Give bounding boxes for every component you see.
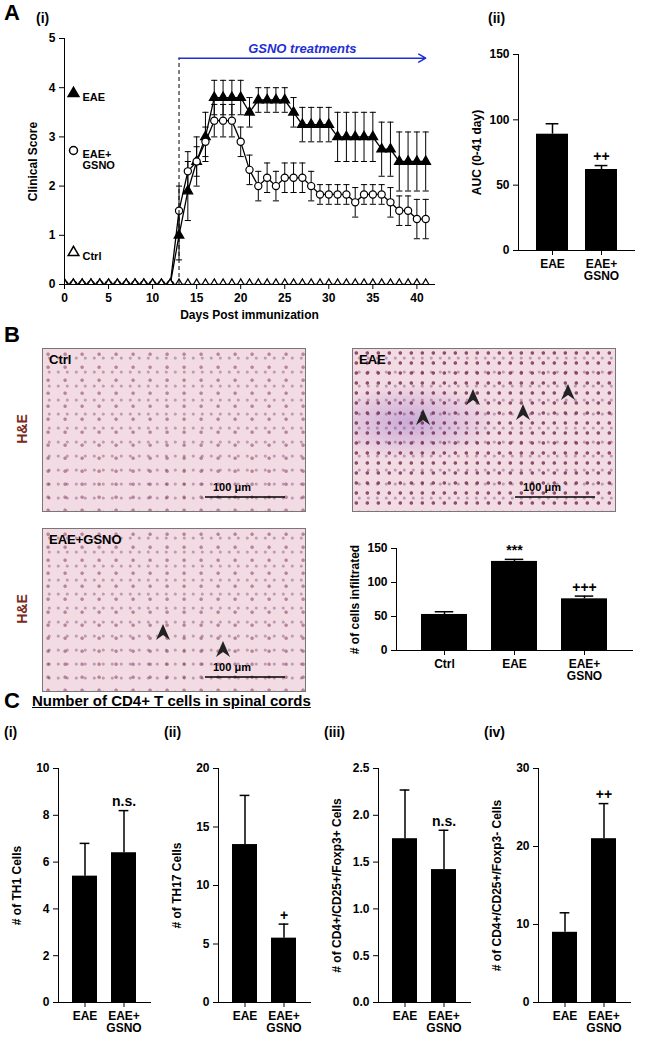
svg-text:0: 0 (503, 243, 510, 257)
html-text:(ii): (ii) (164, 724, 182, 740)
svg-text:40: 40 (410, 291, 424, 305)
html-text:B: B (4, 322, 20, 347)
svg-text:1: 1 (49, 228, 56, 242)
svg-text:10: 10 (516, 917, 530, 931)
svg-text:# of CD4+/CD25+/Foxp3+ Cells: # of CD4+/CD25+/Foxp3+ Cells (330, 798, 344, 973)
svg-text:GSNO treatments: GSNO treatments (248, 41, 356, 56)
svg-text:Ctrl: Ctrl (434, 657, 455, 671)
svg-text:2: 2 (43, 949, 50, 963)
svg-text:***: *** (506, 542, 523, 558)
svg-text:100: 100 (489, 113, 509, 127)
html-text:(i): (i) (4, 724, 18, 740)
svg-text:EAE: EAE (553, 1009, 578, 1023)
svg-text:20: 20 (196, 761, 210, 775)
svg-text:2: 2 (49, 179, 56, 193)
svg-text:30: 30 (322, 291, 336, 305)
svg-text:++: ++ (596, 786, 612, 802)
svg-text:EAE+GSNO: EAE+GSNO (584, 257, 619, 283)
svg-text:5: 5 (49, 31, 56, 45)
svg-text:0: 0 (523, 995, 530, 1009)
html-text:100 μm: 100 μm (213, 481, 251, 493)
svg-text:0: 0 (203, 995, 210, 1009)
svg-text:5: 5 (105, 291, 112, 305)
svg-text:EAE+GSNO: EAE+GSNO (266, 1009, 301, 1035)
svg-text:Days Post immunization: Days Post immunization (180, 308, 319, 322)
svg-text:++: ++ (593, 148, 609, 164)
html-text:(iii): (iii) (324, 724, 345, 740)
html-text:H&E: H&E (14, 414, 30, 444)
svg-text:# of TH1 Cells: # of TH1 Cells (10, 846, 24, 926)
svg-text:10: 10 (196, 878, 210, 892)
svg-text:4: 4 (49, 81, 56, 95)
html-text:(i): (i) (36, 10, 50, 26)
svg-text:15: 15 (196, 820, 210, 834)
svg-text:EAE: EAE (502, 657, 527, 671)
svg-text:AUC (0-41 day): AUC (0-41 day) (470, 110, 484, 195)
svg-text:1.0: 1.0 (353, 902, 370, 916)
html-text:EAE+GSNO: EAE+GSNO (49, 532, 122, 547)
svg-text:EAE: EAE (83, 91, 106, 103)
html-text:100 μm: 100 μm (523, 481, 561, 493)
svg-text:0.5: 0.5 (353, 949, 370, 963)
svg-text:30: 30 (516, 761, 530, 775)
svg-text:100: 100 (367, 575, 387, 589)
svg-text:20: 20 (234, 291, 248, 305)
svg-text:n.s.: n.s. (112, 793, 136, 809)
svg-text:EAE+GSNO: EAE+GSNO (106, 1009, 141, 1035)
svg-text:6: 6 (43, 855, 50, 869)
svg-text:4: 4 (43, 902, 50, 916)
svg-text:+++: +++ (572, 579, 597, 595)
svg-text:n.s.: n.s. (432, 813, 456, 829)
html-text:A: A (4, 0, 20, 25)
svg-text:0: 0 (61, 291, 68, 305)
html-text:Ctrl: Ctrl (49, 352, 72, 367)
svg-text:0: 0 (381, 643, 388, 657)
svg-text:+: + (280, 907, 288, 923)
html-text:EAE: EAE (359, 352, 386, 367)
svg-text:3: 3 (49, 130, 56, 144)
svg-text:EAE+GSNO: EAE+GSNO (83, 148, 116, 171)
svg-text:25: 25 (278, 291, 292, 305)
svg-text:150: 150 (489, 47, 509, 61)
html-text:H&E: H&E (14, 594, 30, 624)
svg-text:0: 0 (49, 277, 56, 291)
svg-text:2.0: 2.0 (353, 808, 370, 822)
svg-text:Ctrl: Ctrl (83, 250, 102, 262)
svg-text:EAE: EAE (540, 257, 565, 271)
svg-text:# of cells infiltrated: # of cells infiltrated (348, 545, 362, 654)
svg-text:1.5: 1.5 (353, 855, 370, 869)
svg-text:10: 10 (36, 761, 50, 775)
html-text:Number of CD4+ T cells in spin: Number of CD4+ T cells in spinal cords (32, 692, 311, 709)
html-text:100 μm: 100 μm (213, 661, 251, 673)
svg-text:15: 15 (190, 291, 204, 305)
svg-text:5: 5 (203, 937, 210, 951)
svg-text:# of TH17 Cells: # of TH17 Cells (170, 842, 184, 928)
html-text:(ii): (ii) (488, 10, 506, 26)
svg-text:8: 8 (43, 808, 50, 822)
svg-text:0: 0 (43, 995, 50, 1009)
svg-text:50: 50 (374, 609, 388, 623)
svg-text:EAE+GSNO: EAE+GSNO (426, 1009, 461, 1035)
svg-text:20: 20 (516, 839, 530, 853)
html-text:C: C (4, 688, 20, 713)
svg-text:50: 50 (496, 178, 510, 192)
svg-text:# of CD4+/CD25+/Foxp3- Cells: # of CD4+/CD25+/Foxp3- Cells (490, 799, 504, 971)
html-text:(iv): (iv) (484, 724, 505, 740)
svg-text:2.5: 2.5 (353, 761, 370, 775)
svg-text:EAE: EAE (73, 1009, 98, 1023)
svg-text:EAE: EAE (233, 1009, 258, 1023)
svg-text:35: 35 (366, 291, 380, 305)
svg-text:Clinical Score: Clinical Score (26, 121, 40, 201)
svg-text:EAE+GSNO: EAE+GSNO (567, 657, 602, 683)
svg-text:EAE+GSNO: EAE+GSNO (586, 1009, 621, 1035)
svg-text:150: 150 (367, 541, 387, 555)
svg-text:0.0: 0.0 (353, 995, 370, 1009)
svg-text:10: 10 (146, 291, 160, 305)
svg-text:EAE: EAE (393, 1009, 418, 1023)
